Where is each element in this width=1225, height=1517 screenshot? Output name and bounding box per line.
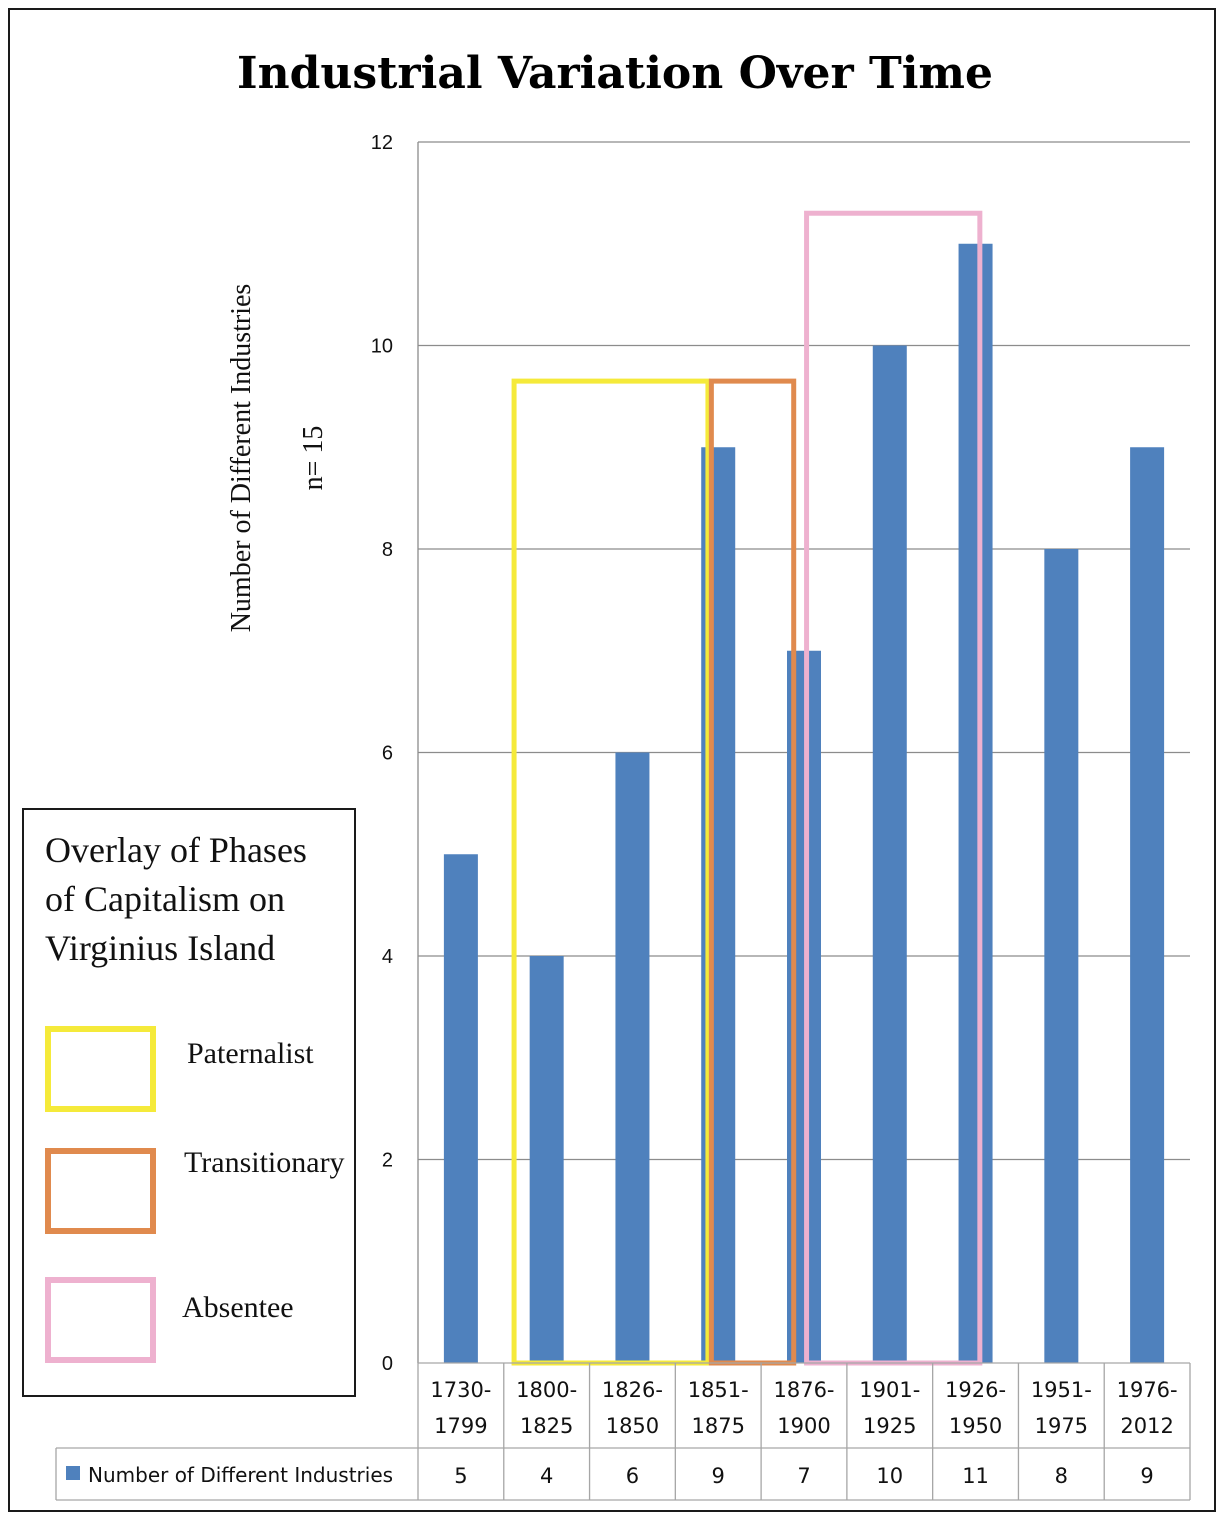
legend-item-label: Transitionary xyxy=(184,1146,345,1179)
y-tick-label: 10 xyxy=(371,336,393,358)
x-tick-label: 1925 xyxy=(863,1414,916,1438)
y-tick-label: 2 xyxy=(382,1150,393,1172)
x-tick-label: 1799 xyxy=(434,1414,487,1438)
data-table-value: 9 xyxy=(1140,1464,1153,1488)
legend-title: Overlay of Phases xyxy=(45,830,307,870)
x-tick-label: 1900 xyxy=(777,1414,830,1438)
legend-title: Virginius Island xyxy=(45,928,275,968)
overlay-legend: Overlay of Phases of Capitalism on Virgini… xyxy=(22,808,356,1397)
bars xyxy=(443,243,1165,1363)
bar xyxy=(443,854,478,1363)
x-tick-label: 1875 xyxy=(691,1414,744,1438)
data-table: 1730- 1799 1800- 1825 1826- 1850 1851- 1875 1876… xyxy=(55,1362,1191,1501)
bar xyxy=(1130,447,1165,1363)
y-tick-label: 6 xyxy=(382,743,393,765)
y-tick-label: 0 xyxy=(382,1353,393,1375)
legend-title: of Capitalism on xyxy=(45,879,285,919)
legend-swatch-transitionary xyxy=(45,1148,156,1234)
x-tick-label: 1951- xyxy=(1031,1378,1092,1402)
series-key-swatch xyxy=(66,1466,80,1480)
table-series-name: Number of Different Industries xyxy=(88,1463,393,1487)
x-tick-label: 1950 xyxy=(949,1414,1002,1438)
x-tick-label: 1975 xyxy=(1035,1414,1088,1438)
x-tick-label: 1825 xyxy=(520,1414,573,1438)
bar xyxy=(872,345,907,1363)
legend-swatch-paternalist xyxy=(45,1026,156,1112)
x-tick-label: 1826- xyxy=(602,1378,663,1402)
y-tick-label: 12 xyxy=(371,132,393,154)
bar xyxy=(958,243,993,1363)
legend-swatch-absentee xyxy=(45,1277,156,1363)
x-tick-label: 1876- xyxy=(773,1378,834,1402)
data-table-value: 9 xyxy=(712,1464,725,1488)
x-tick-label: 1926- xyxy=(945,1378,1006,1402)
y-axis-label: Number of Different Industries xyxy=(226,284,257,633)
y-tick-label: 4 xyxy=(382,946,393,968)
x-tick-label: 1976- xyxy=(1117,1378,1178,1402)
bar xyxy=(529,956,564,1363)
y-axis-ticks: 0 2 4 6 8 10 12 xyxy=(371,132,393,1375)
data-table-value: 5 xyxy=(454,1464,467,1488)
x-tick-label: 2012 xyxy=(1120,1414,1173,1438)
sample-size-annotation: n= 15 xyxy=(298,426,329,491)
x-tick-label: 1800- xyxy=(516,1378,577,1402)
legend-item-label: Paternalist xyxy=(187,1037,314,1070)
bar xyxy=(1044,549,1079,1363)
bar xyxy=(615,752,650,1363)
phase-overlays xyxy=(511,210,983,1366)
data-table-value: 6 xyxy=(626,1464,639,1488)
x-tick-label: 1851- xyxy=(688,1378,749,1402)
y-tick-label: 8 xyxy=(382,539,393,561)
legend-box xyxy=(22,808,356,1397)
data-table-value: 10 xyxy=(876,1464,903,1488)
legend-item-label: Absentee xyxy=(182,1291,294,1324)
x-tick-label: 1730- xyxy=(430,1378,491,1402)
data-table-value: 8 xyxy=(1055,1464,1068,1488)
data-table-value: 11 xyxy=(962,1464,989,1488)
chart-title: Industrial Variation Over Time xyxy=(237,48,993,99)
data-table-value: 7 xyxy=(797,1464,810,1488)
x-tick-label: 1850 xyxy=(606,1414,659,1438)
x-tick-label: 1901- xyxy=(859,1378,920,1402)
data-table-value: 4 xyxy=(540,1464,553,1488)
